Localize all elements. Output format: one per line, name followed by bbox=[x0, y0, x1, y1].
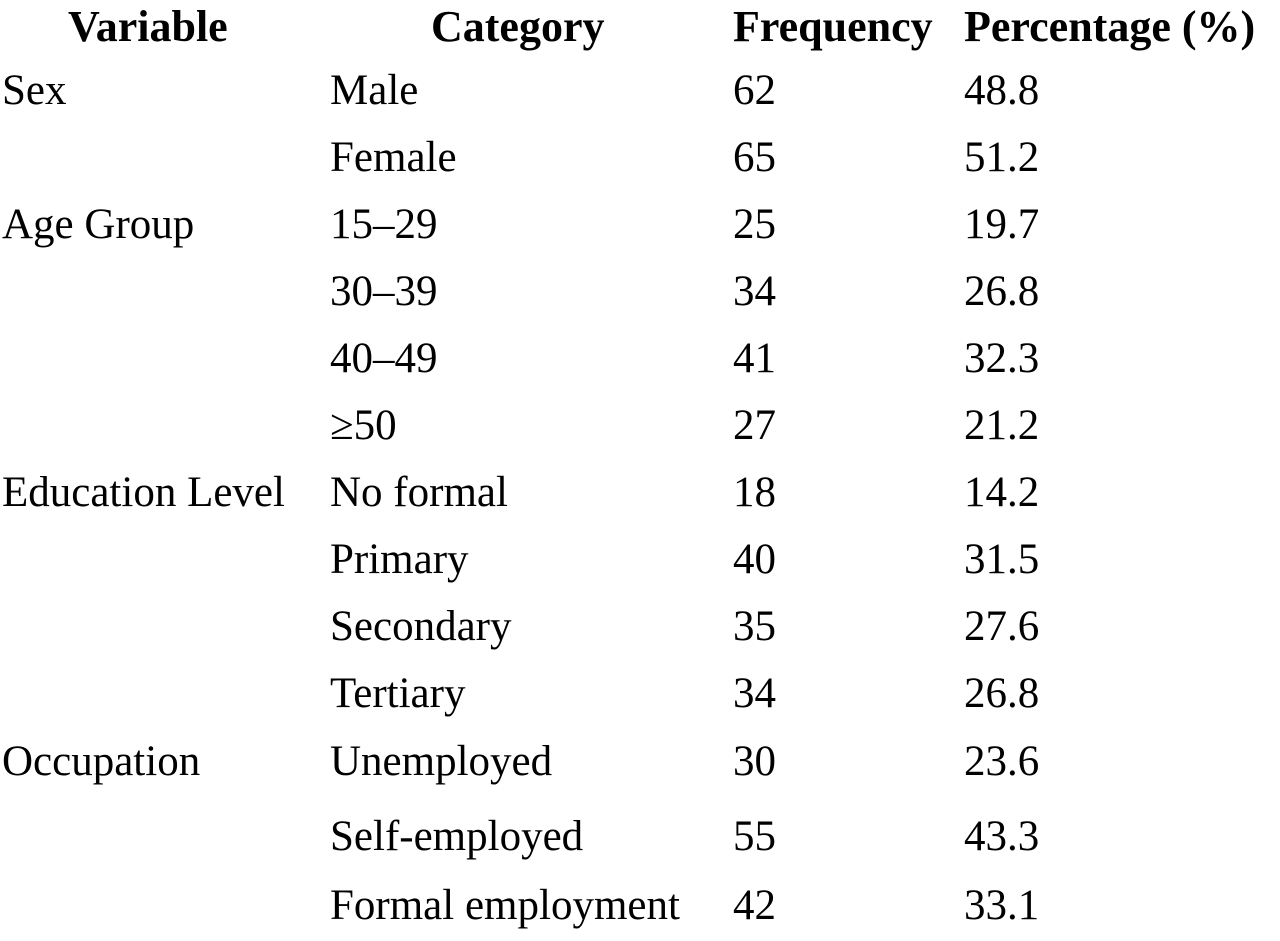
cell-frequency: 25 bbox=[733, 201, 776, 248]
cell-category: Self-employed bbox=[330, 813, 584, 860]
cell-percentage: 23.6 bbox=[964, 738, 1040, 785]
cell-percentage: 43.3 bbox=[964, 813, 1040, 860]
cell-category: ≥50 bbox=[330, 402, 397, 449]
table-row: 40–49 41 32.3 bbox=[0, 334, 1280, 394]
table-row: Female 65 51.2 bbox=[0, 133, 1280, 193]
cell-percentage: 26.8 bbox=[964, 268, 1040, 315]
header-variable: Variable bbox=[68, 2, 228, 51]
cell-percentage: 21.2 bbox=[964, 402, 1040, 449]
cell-variable: Age Group bbox=[2, 201, 195, 248]
cell-category: Male bbox=[330, 67, 419, 114]
cell-category: Tertiary bbox=[330, 670, 466, 717]
table-row: Tertiary 34 26.8 bbox=[0, 669, 1280, 729]
cell-percentage: 32.3 bbox=[964, 335, 1040, 382]
cell-frequency: 34 bbox=[733, 670, 776, 717]
table-row: 30–39 34 26.8 bbox=[0, 267, 1280, 327]
cell-frequency: 35 bbox=[733, 603, 776, 650]
table-row: Sex Male 62 48.8 bbox=[0, 66, 1280, 126]
table-row: Occupation Unemployed 30 23.6 bbox=[0, 737, 1280, 797]
table-row: ≥50 27 21.2 bbox=[0, 401, 1280, 461]
cell-percentage: 31.5 bbox=[964, 536, 1040, 583]
cell-frequency: 65 bbox=[733, 134, 776, 181]
cell-percentage: 26.8 bbox=[964, 670, 1040, 717]
cell-percentage: 27.6 bbox=[964, 603, 1040, 650]
cell-frequency: 30 bbox=[733, 738, 776, 785]
table-row: Age Group 15–29 25 19.7 bbox=[0, 200, 1280, 260]
cell-category: Formal employment bbox=[330, 882, 680, 929]
cell-category: Secondary bbox=[330, 603, 512, 650]
cell-percentage: 19.7 bbox=[964, 201, 1040, 248]
table-row: Self-employed 55 43.3 bbox=[0, 812, 1280, 872]
header-category: Category bbox=[431, 2, 605, 51]
cell-frequency: 62 bbox=[733, 67, 776, 114]
cell-variable: Occupation bbox=[2, 738, 201, 785]
table-header-row: Variable Category Frequency Percentage (… bbox=[0, 2, 1280, 62]
cell-category: 15–29 bbox=[330, 201, 438, 248]
cell-frequency: 41 bbox=[733, 335, 776, 382]
cell-category: Unemployed bbox=[330, 738, 553, 785]
cell-category: No formal bbox=[330, 469, 508, 516]
cell-variable: Education Level bbox=[2, 469, 285, 516]
cell-percentage: 51.2 bbox=[964, 134, 1040, 181]
header-percentage: Percentage (%) bbox=[964, 2, 1256, 51]
table-row: Education Level No formal 18 14.2 bbox=[0, 468, 1280, 528]
cell-percentage: 14.2 bbox=[964, 469, 1040, 516]
cell-category: 40–49 bbox=[330, 335, 438, 382]
cell-category: Female bbox=[330, 134, 457, 181]
cell-frequency: 34 bbox=[733, 268, 776, 315]
header-frequency: Frequency bbox=[733, 2, 933, 51]
table-row: Secondary 35 27.6 bbox=[0, 602, 1280, 662]
cell-variable: Sex bbox=[2, 67, 67, 114]
cell-frequency: 18 bbox=[733, 469, 776, 516]
cell-category: 30–39 bbox=[330, 268, 438, 315]
cell-percentage: 33.1 bbox=[964, 882, 1040, 929]
cell-percentage: 48.8 bbox=[964, 67, 1040, 114]
cell-frequency: 27 bbox=[733, 402, 776, 449]
cell-frequency: 42 bbox=[733, 882, 776, 929]
table-row: Formal employment 42 33.1 bbox=[0, 881, 1280, 941]
cell-category: Primary bbox=[330, 536, 469, 583]
cell-frequency: 55 bbox=[733, 813, 776, 860]
cell-frequency: 40 bbox=[733, 536, 776, 583]
table-row: Primary 40 31.5 bbox=[0, 535, 1280, 595]
